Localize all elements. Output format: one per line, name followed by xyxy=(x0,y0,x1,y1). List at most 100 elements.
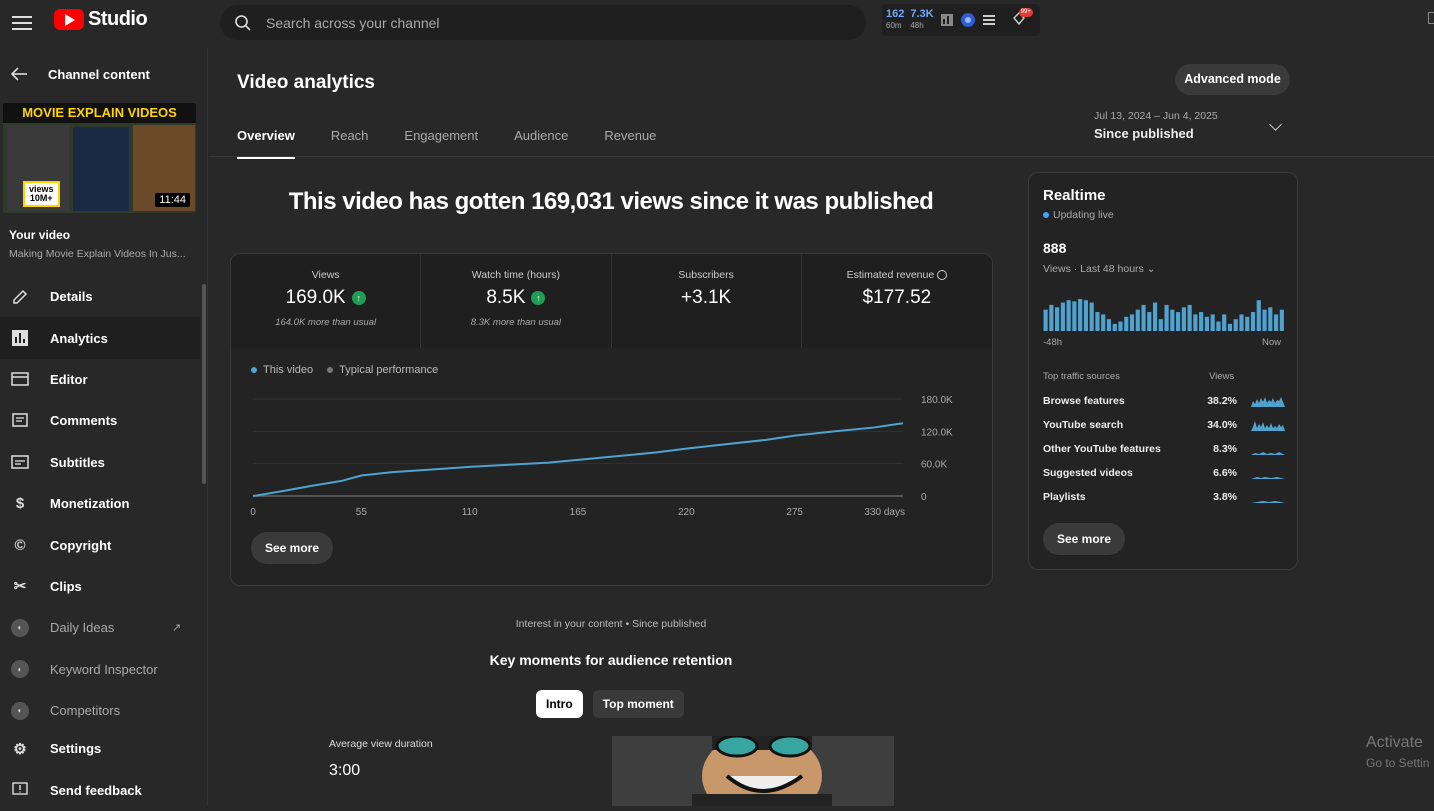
sidebar-item-subtitles[interactable]: Subtitles xyxy=(0,442,200,483)
extension-toolbar[interactable]: 162 60m 7.3K 48h 99+ xyxy=(882,4,1040,36)
realtime-bar[interactable] xyxy=(1216,321,1221,331)
realtime-bar[interactable] xyxy=(1193,314,1198,331)
realtime-bar[interactable] xyxy=(1187,304,1192,331)
tab-revenue[interactable]: Revenue xyxy=(604,128,657,143)
realtime-bar[interactable] xyxy=(1060,302,1065,331)
traffic-source-row[interactable]: Other YouTube features 8.3% xyxy=(1043,439,1285,459)
menu-icon[interactable] xyxy=(12,12,32,32)
realtime-views-dropdown[interactable]: Views · Last 48 hours ⌄ xyxy=(1043,263,1156,275)
top-moment-pill[interactable]: Top moment xyxy=(592,690,684,718)
page-title: Video analytics xyxy=(237,72,375,93)
realtime-bar[interactable] xyxy=(1204,316,1209,331)
realtime-bar[interactable] xyxy=(1147,312,1152,331)
realtime-bar[interactable] xyxy=(1279,309,1284,331)
activation-watermark-subtitle: Go to Settin xyxy=(1366,756,1430,770)
sidebar-item-settings[interactable]: ⚙ Settings xyxy=(0,728,200,769)
x-tick-label: 330 days xyxy=(864,507,905,518)
realtime-bar[interactable] xyxy=(1124,316,1129,331)
chart-icon[interactable] xyxy=(940,13,954,27)
realtime-bar[interactable] xyxy=(1049,304,1054,331)
tab-engagement[interactable]: Engagement xyxy=(404,128,479,143)
realtime-bar[interactable] xyxy=(1118,321,1123,331)
back-label: Channel content xyxy=(48,66,150,82)
realtime-bar[interactable] xyxy=(1170,309,1175,331)
traffic-source-row[interactable]: YouTube search 34.0% xyxy=(1043,415,1285,435)
realtime-bar[interactable] xyxy=(1106,319,1112,331)
realtime-bar[interactable] xyxy=(1043,309,1048,331)
realtime-bar[interactable] xyxy=(1256,300,1261,331)
advanced-mode-button[interactable]: Advanced mode xyxy=(1175,64,1290,95)
metric-watch-time[interactable]: Watch time (hours) 8.5K ↑ 8.3K more than … xyxy=(421,254,612,348)
realtime-bar[interactable] xyxy=(1210,314,1215,331)
realtime-bar[interactable] xyxy=(1078,299,1083,331)
realtime-bar[interactable] xyxy=(1129,314,1135,331)
traffic-source-row[interactable]: Playlists 3.8% xyxy=(1043,487,1285,507)
sidebar-item-copyright[interactable]: © Copyright xyxy=(0,524,200,565)
realtime-bar[interactable] xyxy=(1181,307,1186,331)
extension-logo-icon[interactable] xyxy=(960,12,976,28)
thumbnail-figure-center xyxy=(73,127,129,211)
realtime-bar[interactable] xyxy=(1245,316,1250,331)
realtime-bar[interactable] xyxy=(1158,319,1163,331)
notification-icon[interactable]: 99+ xyxy=(1010,8,1033,30)
metric-estimated-revenue[interactable]: Estimated revenue $177.52 xyxy=(802,254,992,348)
realtime-bar[interactable] xyxy=(1164,304,1169,331)
realtime-bar[interactable] xyxy=(1239,314,1244,331)
realtime-bar[interactable] xyxy=(1066,300,1071,331)
metric-comparison: 164.0K more than usual xyxy=(275,317,377,328)
realtime-bar[interactable] xyxy=(1176,312,1181,331)
realtime-bar[interactable] xyxy=(1055,307,1060,331)
realtime-bar[interactable] xyxy=(1089,302,1094,331)
see-more-button[interactable]: See more xyxy=(251,532,334,564)
metric-label: Watch time (hours) xyxy=(471,269,561,281)
sidebar-item-competitors[interactable]: ◐ Competitors xyxy=(0,690,200,731)
sidebar-item-monetization[interactable]: $ Monetization xyxy=(0,483,200,524)
realtime-bar[interactable] xyxy=(1112,323,1117,331)
metric-label: Estimated revenue xyxy=(846,269,935,281)
tab-audience[interactable]: Audience xyxy=(514,128,569,143)
realtime-bar[interactable] xyxy=(1227,323,1233,331)
feedback-icon xyxy=(10,780,30,800)
intro-pill[interactable]: Intro xyxy=(536,690,583,718)
realtime-bar[interactable] xyxy=(1141,304,1146,331)
realtime-bar[interactable] xyxy=(1095,312,1100,331)
realtime-title: Realtime xyxy=(1043,187,1106,204)
key-moment-video-frame[interactable] xyxy=(612,736,894,806)
realtime-bar[interactable] xyxy=(1233,319,1238,331)
realtime-bar[interactable] xyxy=(1152,302,1158,331)
traffic-source-row[interactable]: Suggested videos 6.6% xyxy=(1043,463,1285,483)
realtime-bar[interactable] xyxy=(1222,314,1227,331)
sidebar-item-daily-ideas[interactable]: ◐ Daily Ideas ↗ xyxy=(0,607,200,648)
realtime-bar[interactable] xyxy=(1083,300,1088,331)
realtime-bar[interactable] xyxy=(1199,312,1204,331)
realtime-bar[interactable] xyxy=(1262,309,1267,331)
sidebar-item-analytics[interactable]: Analytics xyxy=(0,317,200,359)
studio-logo[interactable]: Studio xyxy=(54,8,148,31)
sidebar-item-send-feedback[interactable]: Send feedback xyxy=(0,769,200,810)
search-input[interactable]: Search across your channel xyxy=(220,5,866,40)
realtime-bar[interactable] xyxy=(1072,301,1077,331)
tab-overview[interactable]: Overview xyxy=(237,128,295,159)
tab-reach[interactable]: Reach xyxy=(330,128,369,143)
sidebar-scrollbar[interactable] xyxy=(202,284,206,484)
sidebar-item-clips[interactable]: ✂ Clips xyxy=(0,566,200,607)
realtime-bar[interactable] xyxy=(1268,307,1273,331)
sidebar-item-details[interactable]: Details xyxy=(0,276,200,317)
back-to-channel-content[interactable]: Channel content xyxy=(10,66,150,82)
realtime-see-more-button[interactable]: See more xyxy=(1043,523,1126,555)
metric-views[interactable]: Views 169.0K ↑ 164.0K more than usual xyxy=(231,254,422,348)
sidebar-item-label: Copyright xyxy=(50,537,112,553)
realtime-bar[interactable] xyxy=(1250,312,1256,331)
sidebar-item-comments[interactable]: Comments xyxy=(0,400,200,441)
series-line-this-video[interactable] xyxy=(252,422,904,497)
list-icon[interactable] xyxy=(982,13,996,27)
realtime-bar[interactable] xyxy=(1101,314,1106,331)
traffic-source-row[interactable]: Browse features 38.2% xyxy=(1043,391,1285,411)
sidebar-item-keyword-inspector[interactable]: ◐ Keyword Inspector xyxy=(0,649,200,690)
video-thumbnail[interactable]: MOVIE EXPLAIN VIDEOS views 10M+ 11:44 xyxy=(3,103,196,213)
sidebar-item-editor[interactable]: Editor xyxy=(0,359,200,400)
realtime-bar[interactable] xyxy=(1273,314,1279,331)
traffic-sources-header: Top traffic sources xyxy=(1043,371,1120,382)
metric-subscribers[interactable]: Subscribers +3.1K xyxy=(612,254,802,348)
realtime-bar[interactable] xyxy=(1135,309,1140,331)
